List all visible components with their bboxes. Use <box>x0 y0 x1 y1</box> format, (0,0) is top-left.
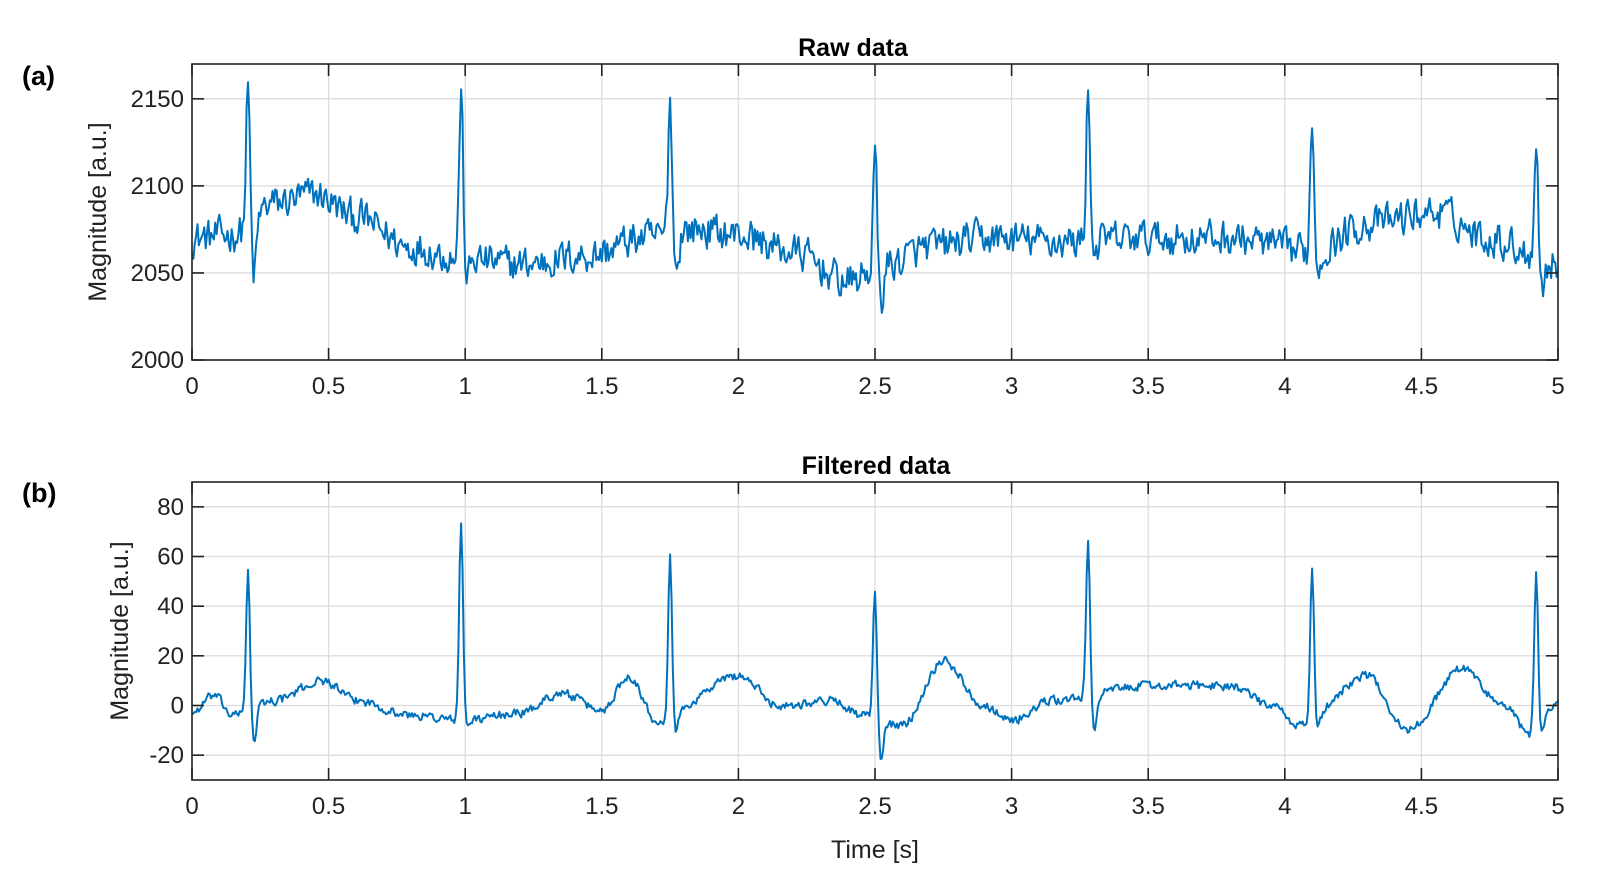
y-tick-label: 80 <box>157 494 184 521</box>
x-tick-label: 5 <box>1551 373 1564 400</box>
panel-a-tag: (a) <box>22 61 55 91</box>
y-tick-label: -20 <box>149 742 184 769</box>
x-tick-label: 2 <box>732 373 745 400</box>
panel-a-ticks: 0 0.5 1 1.5 2 2.5 3 3.5 4 4.5 5 2000 2050 2100 2150 <box>131 64 1565 400</box>
y-tick-label: 60 <box>157 544 184 571</box>
x-tick-label: 4.5 <box>1405 373 1438 400</box>
panel-b-xlabel: Time [s] <box>831 836 919 864</box>
x-tick-label: 3.5 <box>1132 793 1165 820</box>
x-tick-label: 2.5 <box>858 793 891 820</box>
x-tick-label: 1.5 <box>585 373 618 400</box>
x-tick-label: 4 <box>1278 793 1291 820</box>
panel-a-grid <box>192 64 1558 361</box>
x-tick-label: 1 <box>459 793 472 820</box>
x-tick-label: 0.5 <box>312 793 345 820</box>
panel-b-grid <box>192 482 1558 780</box>
y-tick-label: 0 <box>171 693 184 720</box>
y-tick-label: 2000 <box>131 347 184 374</box>
x-tick-label: 4.5 <box>1405 793 1438 820</box>
panel-a-raw-data-trace <box>191 81 1559 314</box>
panel-a-title: Raw data <box>798 34 909 62</box>
x-tick-label: 5 <box>1551 793 1564 820</box>
x-tick-label: 2 <box>732 793 745 820</box>
y-tick-label: 40 <box>157 593 184 620</box>
y-tick-label: 2150 <box>131 86 184 113</box>
y-tick-label: 2100 <box>131 173 184 200</box>
x-tick-label: 0 <box>185 793 198 820</box>
x-tick-label: 3 <box>1005 373 1018 400</box>
x-tick-label: 2.5 <box>858 373 891 400</box>
panel-b-ylabel: Magnitude [a.u.] <box>106 541 134 720</box>
x-tick-label: 3.5 <box>1132 373 1165 400</box>
x-tick-label: 1.5 <box>585 793 618 820</box>
x-tick-label: 0 <box>185 373 198 400</box>
panel-b-filtered-data-trace <box>191 522 1559 760</box>
panel-b-title: Filtered data <box>802 452 952 480</box>
x-tick-label: 4 <box>1278 373 1291 400</box>
x-tick-label: 1 <box>459 373 472 400</box>
y-tick-label: 2050 <box>131 260 184 287</box>
panel-b-filtered-data: (b) Filtered data 0 0.5 1 1.5 2 2.5 3 3.5 4 4.5 5 -… <box>22 452 1565 864</box>
panel-a-ylabel: Magnitude [a.u.] <box>84 122 112 301</box>
panel-b-tag: (b) <box>22 478 56 508</box>
panel-a-raw-data: (a) Raw data 0 0.5 1 1.5 2 2.5 3 3.5 4 4.5 5 2000 20… <box>22 34 1565 400</box>
x-tick-label: 3 <box>1005 793 1018 820</box>
y-tick-label: 20 <box>157 643 184 670</box>
x-tick-label: 0.5 <box>312 373 345 400</box>
